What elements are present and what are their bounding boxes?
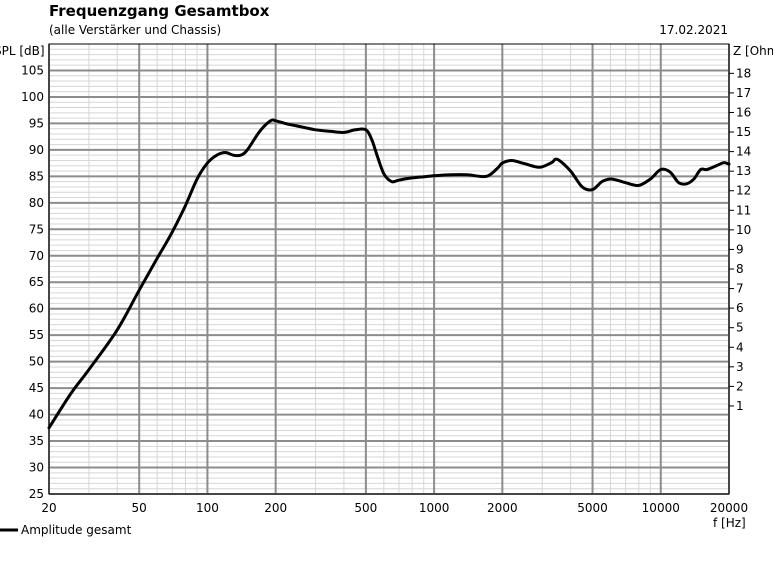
- legend-label: Amplitude gesamt: [21, 523, 132, 537]
- x-tick-label: 1000: [419, 501, 450, 515]
- y-tick-label: 35: [29, 434, 44, 448]
- y2-tick-label: 4: [736, 340, 744, 354]
- x-tick-label: 20: [41, 501, 56, 515]
- y-tick-label: 70: [29, 249, 44, 263]
- y-tick-label: 45: [29, 381, 44, 395]
- legend: Amplitude gesamt: [0, 523, 132, 537]
- series-line-amplitude-gesamt: [47, 118, 731, 430]
- y-tick-label: 40: [29, 408, 44, 422]
- y2-tick-label: 7: [736, 282, 744, 296]
- y-tick-label: 90: [29, 143, 44, 157]
- x-tick-label: 20000: [710, 501, 748, 515]
- chart-date: 17.02.2021: [659, 23, 728, 37]
- y-tick-label: 95: [29, 116, 44, 130]
- y2-tick-label: 6: [736, 301, 744, 315]
- y-tick-label: 55: [29, 328, 44, 342]
- y2-tick-label: 11: [736, 203, 751, 217]
- chart-subtitle: (alle Verstärker und Chassis): [49, 23, 222, 37]
- x-tick-label: 5000: [577, 501, 608, 515]
- grid: [48, 44, 730, 495]
- y-tick-label: 60: [29, 302, 44, 316]
- y2-tick-label: 18: [736, 66, 751, 80]
- y-axis-label: SPL [dB]: [0, 44, 45, 58]
- y-tick-label: 100: [21, 90, 44, 104]
- y2-tick-label: 10: [736, 223, 751, 237]
- x-tick-labels: 20 50 100 200 500 1000 2000 5000 10000 20000: [41, 501, 748, 515]
- y2-tick-label: 12: [736, 184, 751, 198]
- y2-tick-label: 16: [736, 105, 751, 119]
- y2-axis-label: Z [Ohm]: [733, 44, 773, 58]
- y-tick-label: 75: [29, 222, 44, 236]
- series-layer: [47, 118, 731, 430]
- y-tick-label: 105: [21, 63, 44, 77]
- x-tick-label: 500: [354, 501, 377, 515]
- chart-title: Frequenzgang Gesamtbox: [49, 2, 270, 20]
- x-tick-label: 200: [264, 501, 287, 515]
- y2-tick-label: 5: [736, 321, 744, 335]
- y2-tick-label: 9: [736, 242, 744, 256]
- y2-tick-label: 13: [736, 164, 751, 178]
- y-tick-label: 65: [29, 275, 44, 289]
- y-tick-labels: 25 30 35 40 45 50 55 60 65 70 75 80 85 90 95 100 105: [21, 63, 44, 501]
- y2-tick-label: 1: [736, 399, 744, 413]
- x-tick-label: 10000: [642, 501, 680, 515]
- x-tick-label: 100: [196, 501, 219, 515]
- y-tick-label: 80: [29, 196, 44, 210]
- y-tick-label: 30: [29, 461, 44, 475]
- y-tick-label: 50: [29, 355, 44, 369]
- y2-tick-label: 17: [736, 86, 751, 100]
- y2-tick-label: 3: [736, 360, 744, 374]
- x-axis-label: f [Hz]: [713, 516, 746, 530]
- x-tick-label: 50: [132, 501, 147, 515]
- y-tick-label: 85: [29, 169, 44, 183]
- y2-tick-label: 15: [736, 125, 751, 139]
- x-tick-label: 2000: [487, 501, 518, 515]
- y2-tick-label: 14: [736, 145, 751, 159]
- y-tick-label: 25: [29, 487, 44, 501]
- y2-tick-label: 2: [736, 379, 744, 393]
- y2-tick-label: 8: [736, 262, 744, 276]
